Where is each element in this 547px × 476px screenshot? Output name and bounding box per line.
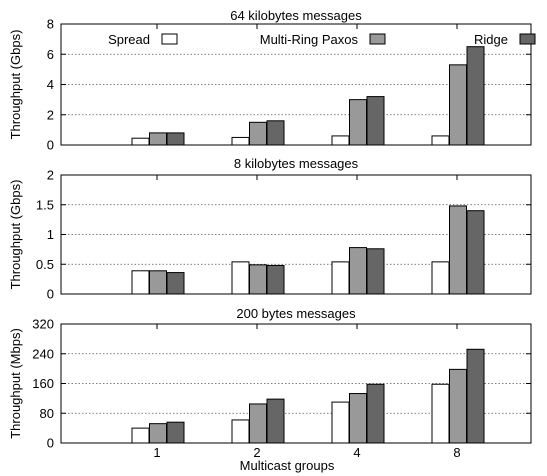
- bar-multi-ring-paxos: [149, 132, 167, 146]
- legend: Spread Multi-Ring Paxos Ridge: [108, 32, 536, 47]
- chart-panel-2: 8 kilobytes messages 0 0.5 1 1.5 2 Throughput …: [8, 156, 532, 302]
- chart-panels: 64 kilobytes messages 0 2 4 6 8 Throughput (Gb…: [8, 8, 536, 460]
- legend-swatch: [519, 33, 536, 45]
- bar-ridge: [466, 46, 485, 146]
- y-tick-label: 0: [47, 436, 54, 451]
- y-axis-label: Throughput (Mbps): [8, 328, 23, 439]
- y-tick-label: 1.5: [36, 197, 54, 212]
- plot-frame: [60, 23, 532, 146]
- y-tick-label: 8: [47, 17, 54, 32]
- bar-spread: [131, 427, 150, 444]
- x-tick-label: 2: [253, 445, 260, 460]
- y-tick-label: 6: [47, 47, 54, 62]
- chart-panel-1: 64 kilobytes messages 0 2 4 6 8 Throughput (Gb…: [8, 8, 532, 153]
- y-tick-label: 2: [47, 168, 54, 183]
- bar-spread: [331, 401, 350, 444]
- x-tick-label: 8: [453, 445, 460, 460]
- legend-swatch: [369, 33, 386, 45]
- bar-ridge: [366, 383, 385, 444]
- y-tick-label: 4: [47, 77, 54, 92]
- y-tick-label: 240: [32, 346, 54, 361]
- x-axis-label: Multicast groups: [240, 458, 335, 473]
- bar-spread: [431, 261, 450, 295]
- chart-panel-3: 200 bytes messages 0 80 160 240 320 1 2 4 8 Throug…: [8, 306, 532, 460]
- bar-multi-ring-paxos: [249, 121, 267, 146]
- bar-multi-ring-paxos: [349, 99, 367, 146]
- legend-label: Ridge: [474, 32, 508, 47]
- bar-ridge: [166, 272, 185, 295]
- bar-ridge: [266, 264, 285, 295]
- bar-spread: [431, 383, 450, 444]
- y-tick-label: 0: [47, 138, 54, 153]
- bar-multi-ring-paxos: [249, 403, 267, 444]
- x-tick-label: 4: [353, 445, 360, 460]
- plot-frame: [60, 174, 532, 295]
- bar-ridge: [266, 120, 285, 146]
- bar-spread: [131, 137, 150, 146]
- bar-multi-ring-paxos: [349, 247, 367, 295]
- y-axis-label: Throughput (Gbps): [8, 30, 23, 140]
- y-tick-label: 0: [47, 287, 54, 302]
- y-axis-label: Throughput (Gbps): [8, 180, 23, 290]
- y-tick-label: 1: [47, 227, 54, 242]
- bar-multi-ring-paxos: [449, 64, 467, 146]
- bar-multi-ring-paxos: [449, 205, 467, 295]
- chart-title: 8 kilobytes messages: [234, 156, 359, 171]
- chart-title: 200 bytes messages: [236, 306, 356, 321]
- legend-label: Spread: [108, 32, 150, 47]
- y-tick-label: 2: [47, 107, 54, 122]
- bar-ridge: [366, 248, 385, 295]
- y-tick-label: 160: [32, 376, 54, 391]
- bar-spread: [231, 261, 250, 295]
- plot-frame: [60, 323, 532, 444]
- bar-multi-ring-paxos: [249, 264, 267, 295]
- bar-spread: [331, 261, 350, 295]
- bar-multi-ring-paxos: [149, 423, 167, 444]
- bar-ridge: [266, 398, 285, 444]
- bar-ridge: [366, 96, 385, 146]
- x-tick-label: 1: [153, 445, 160, 460]
- bar-ridge: [466, 348, 485, 444]
- bar-spread: [431, 135, 450, 146]
- y-tick-label: 0.5: [36, 257, 54, 272]
- bar-multi-ring-paxos: [449, 368, 467, 444]
- legend-swatch: [161, 33, 178, 45]
- bar-spread: [231, 136, 250, 146]
- bar-spread: [131, 270, 150, 295]
- bar-ridge: [166, 421, 185, 444]
- bar-spread: [231, 419, 250, 444]
- bar-ridge: [466, 210, 485, 295]
- y-tick-label: 80: [40, 406, 54, 421]
- bar-ridge: [166, 132, 185, 146]
- bar-multi-ring-paxos: [349, 393, 367, 444]
- bar-multi-ring-paxos: [149, 270, 167, 295]
- bar-spread: [331, 135, 350, 146]
- legend-label: Multi-Ring Paxos: [260, 32, 359, 47]
- y-tick-label: 320: [32, 317, 54, 332]
- chart-title: 64 kilobytes messages: [230, 8, 362, 23]
